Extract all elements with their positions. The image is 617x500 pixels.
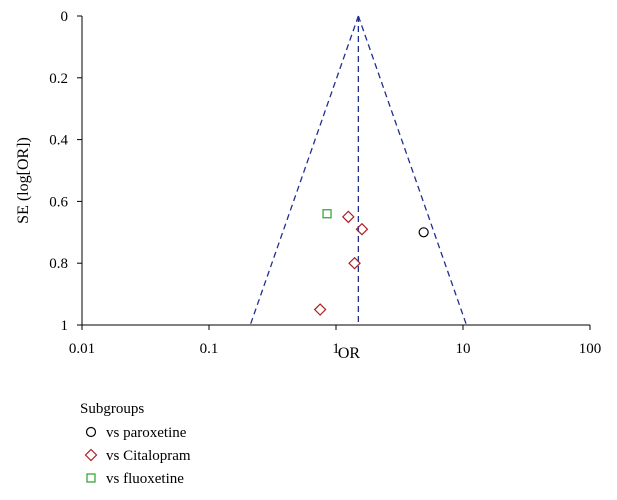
x-tick-label: 0.01 — [69, 341, 95, 357]
point-square — [322, 209, 332, 219]
x-tick-label: 1 — [332, 341, 340, 357]
axes: 00.20.40.60.810.01 0.1 1 10 100 — [49, 9, 601, 357]
legend-marker-circle — [85, 426, 97, 438]
y-axis-label: SE (log[OR]) — [15, 137, 32, 224]
x-tick-label: 0.1 — [200, 341, 219, 357]
point-diamond — [355, 222, 369, 236]
legend-marker-square — [86, 473, 96, 483]
funnel-lines — [249, 15, 468, 326]
x-axis-label: OR — [338, 345, 361, 362]
point-diamond — [348, 256, 361, 270]
y-tick-label: 0.2 — [49, 71, 68, 87]
y-tick-label: 0.6 — [49, 194, 68, 210]
point-circle — [418, 227, 429, 238]
y-tick-label: 0 — [61, 9, 69, 25]
point-diamond — [313, 303, 327, 316]
legend-marker-diamond — [84, 448, 98, 462]
funnel-right-line — [357, 15, 468, 326]
legend-entry-label: vs paroxetine — [106, 425, 187, 441]
y-tick-label: 0.4 — [49, 133, 68, 149]
y-tick-label: 0.8 — [49, 256, 68, 272]
y-tick-label: 1 — [61, 318, 69, 334]
legend: Subgroups vs paroxetine vs Citalopram vs f… — [80, 401, 191, 487]
legend-title: Subgroups — [80, 401, 144, 417]
x-tick-label: 100 — [579, 341, 602, 357]
legend-entry-label: vs fluoxetine — [106, 471, 184, 487]
funnel-left-line — [249, 15, 359, 326]
x-tick-label: 10 — [456, 341, 471, 357]
legend-entry-label: vs Citalopram — [106, 448, 191, 464]
point-diamond — [341, 210, 355, 224]
data-points — [313, 209, 429, 316]
